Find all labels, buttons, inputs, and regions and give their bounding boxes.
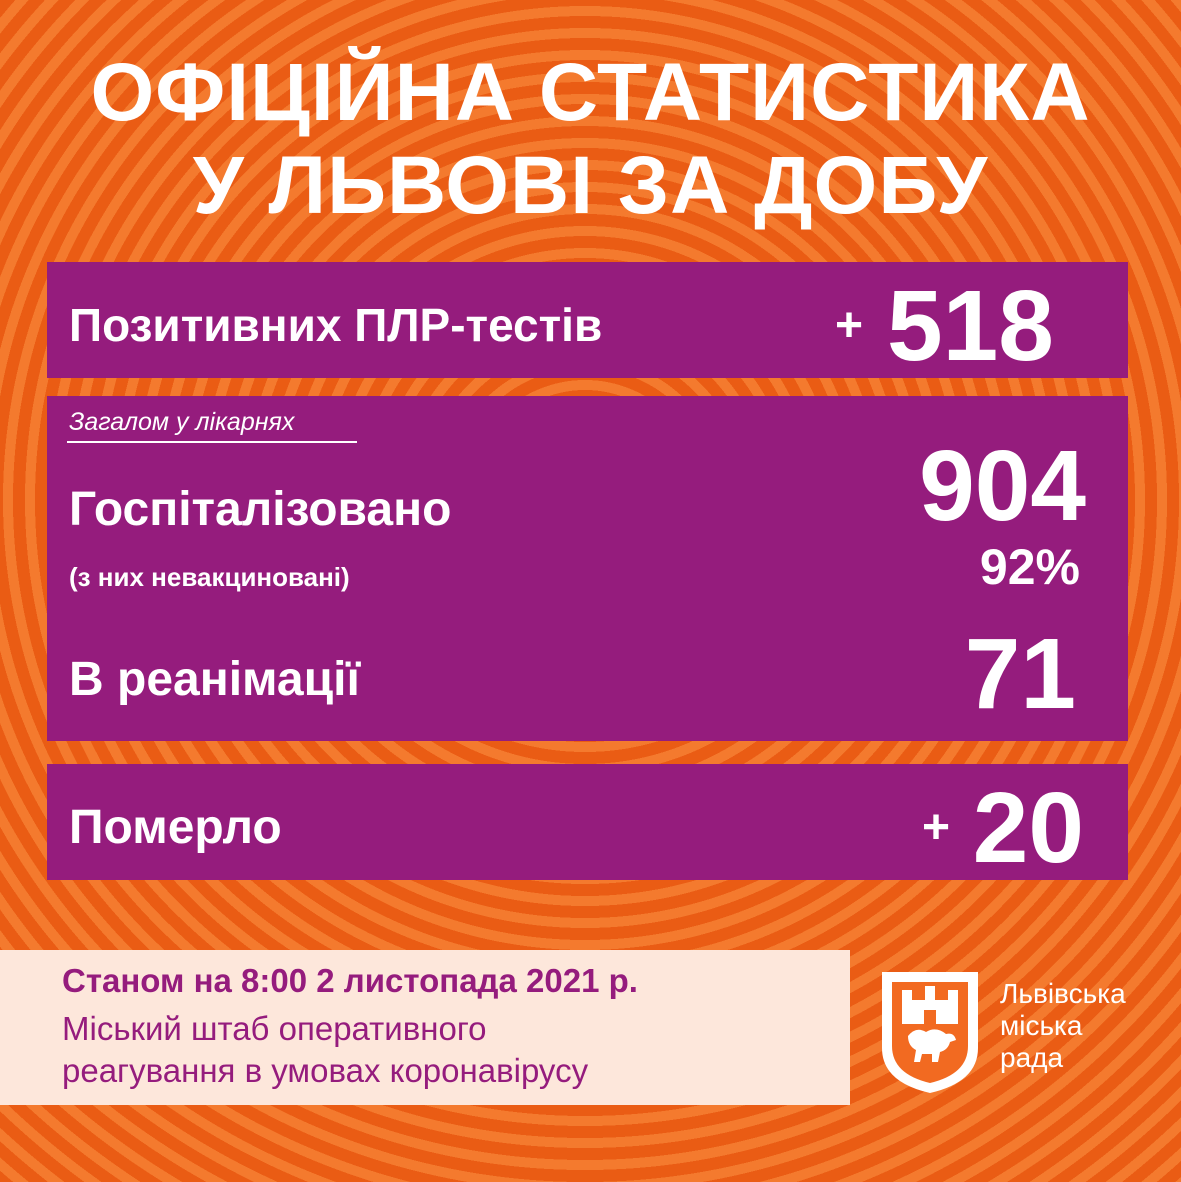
pcr-plus-sign: + bbox=[835, 299, 864, 352]
unvaccinated-value: 92% bbox=[979, 539, 1080, 595]
icu-value: 71 bbox=[964, 618, 1076, 730]
deaths-panel: Померло + 20 bbox=[47, 764, 1128, 880]
caption-underline bbox=[67, 441, 357, 443]
footer-date: Станом на 8:00 2 листопада 2021 р. bbox=[62, 962, 638, 999]
icu-label: В реанімації bbox=[69, 653, 360, 706]
pcr-tests-label: Позитивних ПЛР-тестів bbox=[69, 299, 603, 351]
organization-name-line-3: рада bbox=[1000, 1042, 1064, 1073]
deaths-value: 20 bbox=[972, 772, 1084, 884]
page-title-line-1: ОФІЦІЙНА СТАТИСТИКА bbox=[90, 47, 1091, 138]
pcr-tests-panel: Позитивних ПЛР-тестів + 518 bbox=[47, 262, 1128, 378]
hospitalized-value: 904 bbox=[919, 430, 1086, 542]
hospital-panel: Загалом у лікарнях Госпіталізовано 904 (… bbox=[47, 396, 1128, 741]
footer-source-line-2: реагування в умовах коронавірусу bbox=[62, 1052, 589, 1089]
pcr-tests-value: 518 bbox=[887, 270, 1054, 382]
lviv-coat-of-arms-icon bbox=[882, 972, 978, 1093]
deaths-label: Померло bbox=[69, 801, 282, 854]
deaths-plus-sign: + bbox=[921, 801, 950, 854]
organization-name-line-2: міська bbox=[1000, 1010, 1083, 1041]
hospital-total-caption: Загалом у лікарнях bbox=[69, 408, 295, 436]
unvaccinated-label: (з них невакциновані) bbox=[69, 562, 350, 592]
page-title-line-2: У ЛЬВОВІ ЗА ДОБУ bbox=[192, 140, 989, 231]
hospitalized-label: Госпіталізовано bbox=[69, 483, 452, 536]
organization-name-line-1: Львівська bbox=[1000, 978, 1126, 1009]
footer-panel: Станом на 8:00 2 листопада 2021 р. Міськ… bbox=[0, 950, 850, 1105]
footer-source-line-1: Міський штаб оперативного bbox=[62, 1010, 487, 1047]
